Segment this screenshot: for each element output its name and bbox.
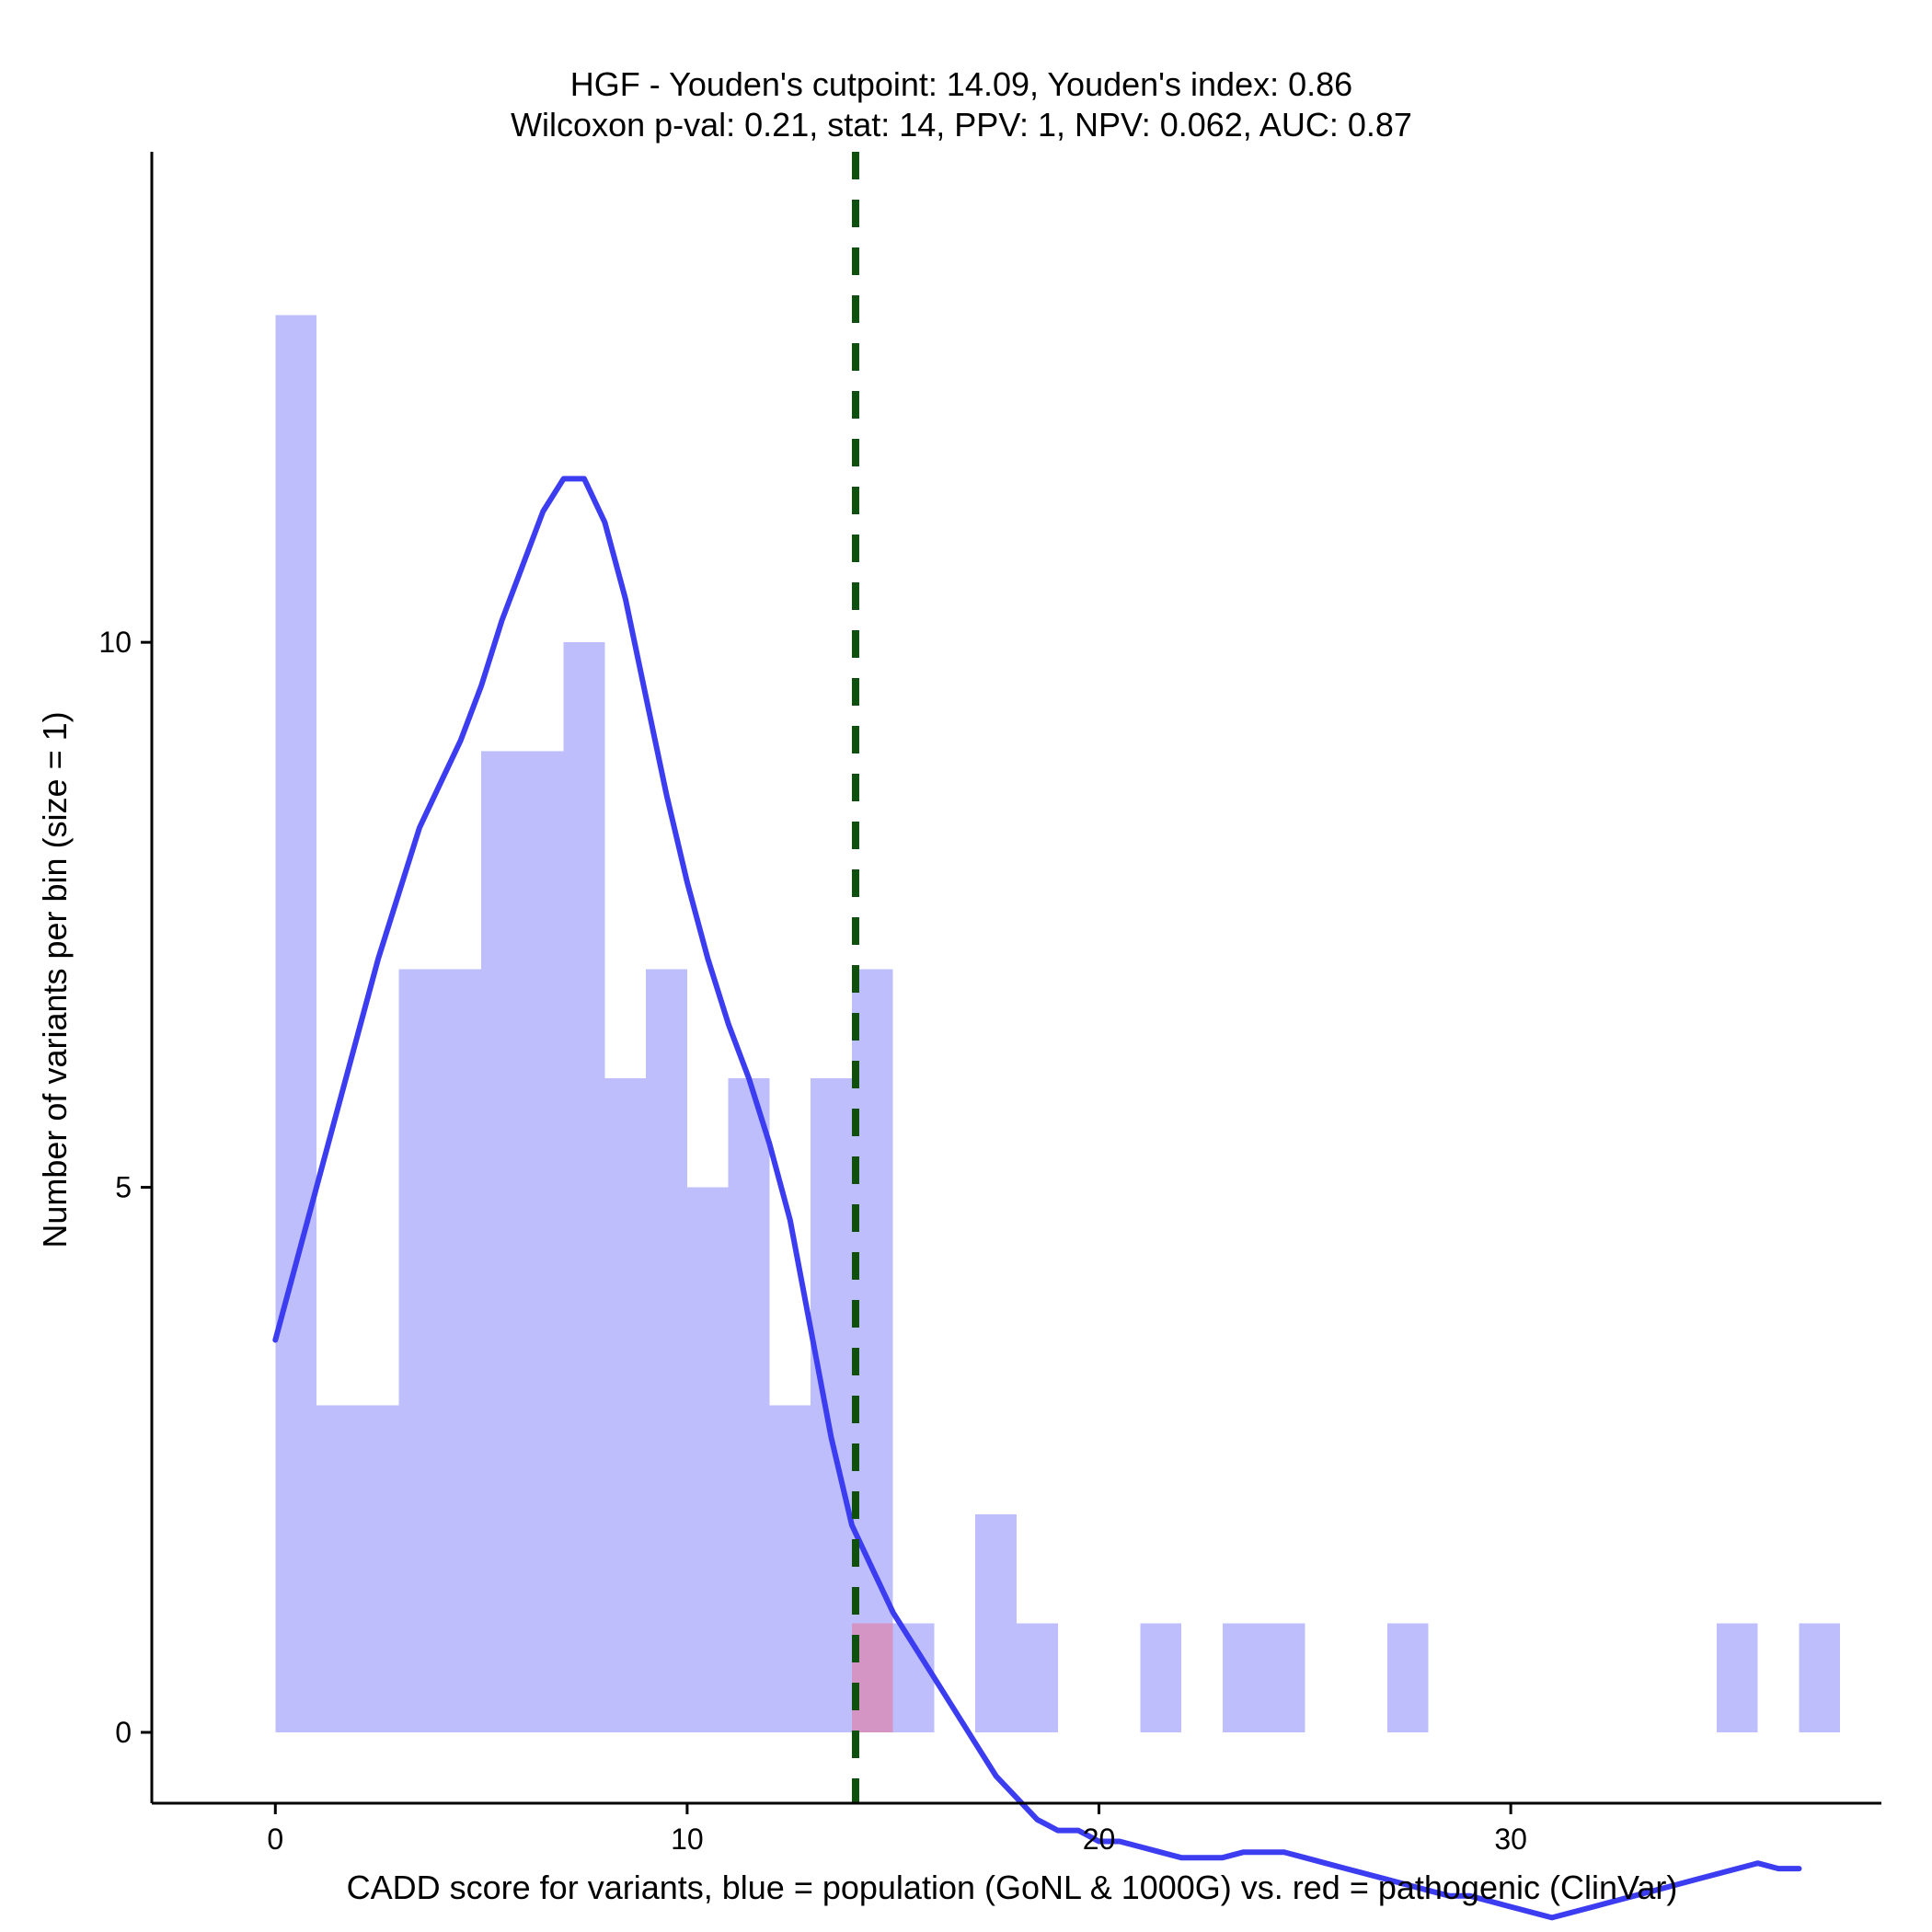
population-bar <box>481 751 523 1732</box>
chart-title-line1: HGF - Youden's cutpoint: 14.09, Youden's… <box>570 65 1352 103</box>
population-bar <box>357 1405 399 1732</box>
population-bar <box>728 1078 770 1732</box>
population-bar <box>975 1514 1017 1732</box>
population-bar <box>522 751 564 1732</box>
text-layer: HGF - Youden's cutpoint: 14.09, Youden's… <box>36 65 1677 1906</box>
population-bar <box>316 1405 358 1732</box>
density-layer <box>272 476 1802 1921</box>
y-axis-label: Number of variants per bin (size = 1) <box>36 711 74 1248</box>
population-bar <box>686 1187 729 1732</box>
axes-layer: 0 10 20 30 0 5 10 <box>98 152 1881 1856</box>
population-bar <box>1222 1623 1264 1732</box>
x-tick-label: 0 <box>267 1823 283 1856</box>
population-bar <box>1799 1623 1841 1732</box>
population-bar <box>646 969 687 1732</box>
chart-title-line2: Wilcoxon p-val: 0.21, stat: 14, PPV: 1, … <box>511 106 1412 144</box>
population-bar <box>1017 1623 1058 1732</box>
population-bar <box>275 315 317 1732</box>
x-tick-label: 20 <box>1083 1823 1116 1856</box>
x-axis-label: CADD score for variants, blue = populati… <box>347 1869 1678 1906</box>
population-bar <box>811 1078 852 1732</box>
population-bar <box>1263 1623 1305 1732</box>
y-tick-label: 0 <box>115 1716 132 1749</box>
population-bar <box>1140 1623 1182 1732</box>
x-tick-label: 10 <box>671 1823 704 1856</box>
population-bar <box>604 1078 647 1732</box>
population-bar <box>563 642 605 1732</box>
x-tick-label: 30 <box>1494 1823 1527 1856</box>
population-bar <box>769 1405 811 1732</box>
population-bar <box>440 969 482 1732</box>
population-bar <box>1716 1623 1758 1732</box>
bars-layer <box>275 315 1841 1732</box>
population-bar <box>892 1623 935 1732</box>
population-bar <box>1386 1623 1429 1732</box>
y-tick-label: 5 <box>115 1171 132 1204</box>
density-curve <box>272 476 1802 1921</box>
population-bar <box>398 969 441 1732</box>
y-tick-label: 10 <box>98 626 132 659</box>
